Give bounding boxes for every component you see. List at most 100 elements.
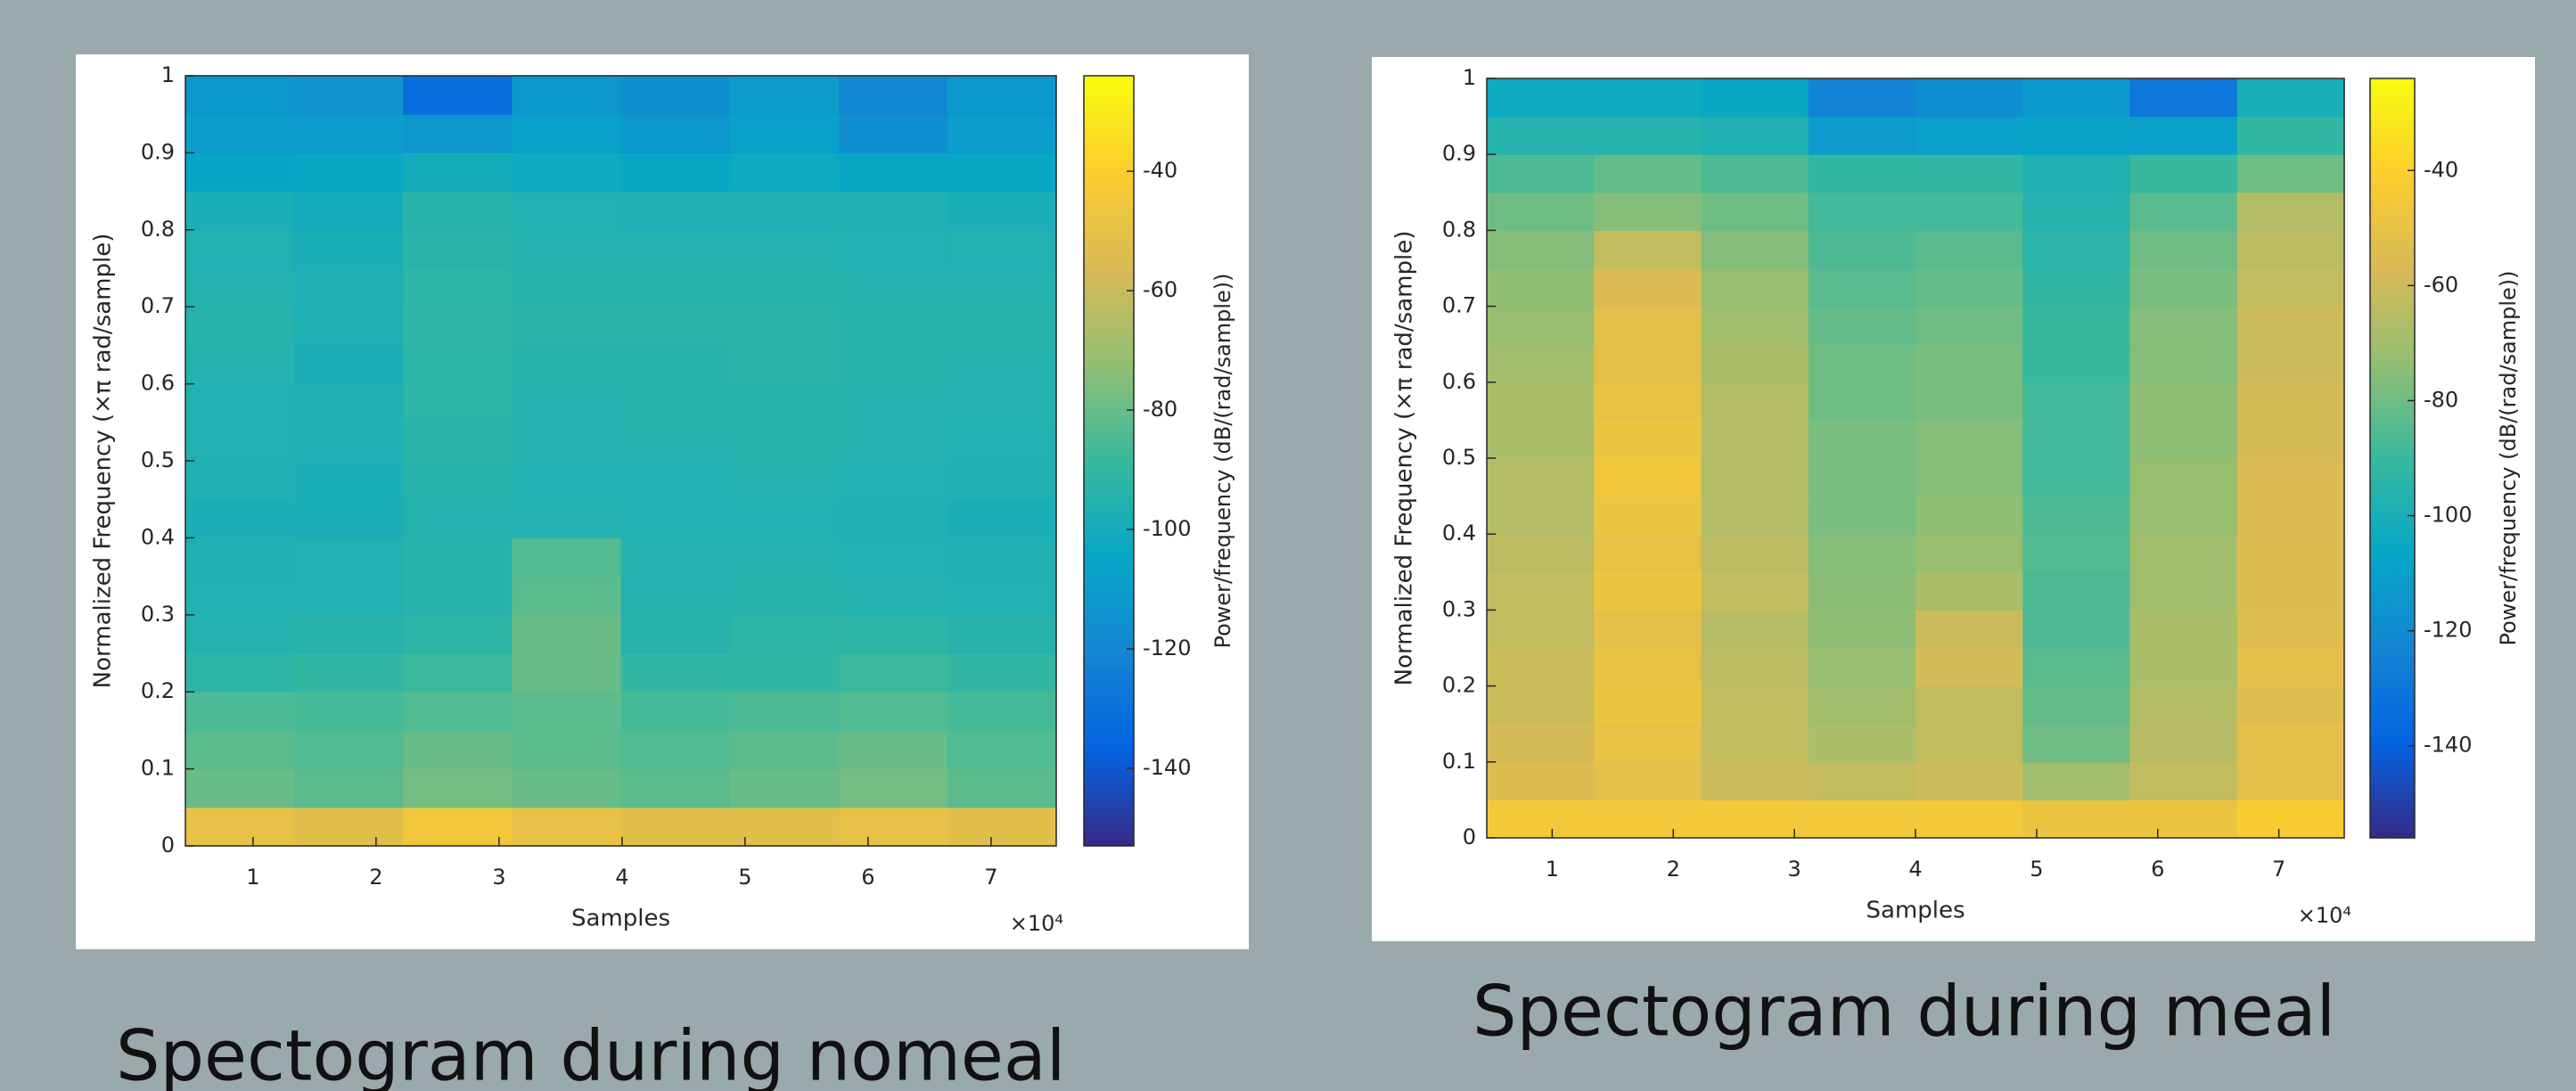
spectrogram-cell — [729, 692, 840, 731]
spectrogram-cell — [403, 461, 513, 500]
spectrogram-cell — [838, 191, 948, 231]
spectrogram-cell — [294, 345, 404, 385]
spectrogram-cell — [2236, 496, 2345, 535]
y-tick-label: 0.2 — [141, 678, 175, 703]
spectrogram-cell — [1916, 420, 2023, 459]
spectrogram-cell — [620, 768, 731, 808]
spectrogram-cell — [1701, 230, 1809, 269]
caption: Spectogram during meal — [1473, 972, 2335, 1052]
spectrogram-cell — [512, 76, 622, 115]
spectrogram-cell — [2236, 610, 2345, 649]
spectrogram-cell — [1916, 496, 2023, 535]
y-tick-label: 0 — [1463, 824, 1476, 849]
spectrogram-cell — [1808, 800, 1916, 839]
spectrogram-cell — [185, 422, 295, 462]
spectrogram-cell — [512, 345, 622, 385]
spectrogram-cell — [729, 76, 840, 115]
spectrogram-cell — [729, 383, 840, 423]
spectrogram-cell — [2129, 381, 2238, 421]
colorbar-tick-label: -60 — [1143, 277, 1177, 302]
spectrogram-cell — [838, 422, 948, 462]
spectrogram-cell — [294, 152, 404, 193]
spectrogram-cell — [1916, 192, 2023, 231]
spectrogram-cell — [1916, 610, 2023, 649]
caption: Spectogram during nomeal — [116, 1016, 1065, 1091]
spectrogram-cell — [1916, 230, 2023, 269]
spectrogram-cell — [403, 268, 513, 308]
spectrogram-cell — [1808, 154, 1916, 193]
spectrogram-cell — [947, 422, 1057, 462]
spectrogram-cell — [512, 268, 622, 308]
spectrogram-cell — [1594, 800, 1702, 839]
spectrogram-cell — [185, 345, 295, 385]
spectrogram-cell — [185, 383, 295, 423]
spectrogram-cell — [2236, 154, 2345, 193]
spectrogram-cell — [403, 422, 513, 462]
spectrogram-cell — [1916, 306, 2023, 345]
spectrogram-cell — [947, 461, 1057, 500]
spectrogram-cell — [2236, 381, 2345, 421]
spectrogram-cell — [2129, 154, 2238, 193]
spectrogram-cell — [1487, 724, 1595, 763]
spectrogram-cell — [1487, 230, 1595, 269]
spectrogram-cell — [1701, 420, 1809, 459]
y-tick-label: 0.8 — [1442, 217, 1476, 242]
spectrogram-cell — [294, 191, 404, 231]
spectrogram-cell — [1808, 268, 1916, 308]
spectrogram-cell — [729, 576, 840, 616]
spectrogram-cell — [1916, 344, 2023, 383]
spectrogram-cell — [294, 730, 404, 770]
spectrogram-cell — [1701, 610, 1809, 649]
x-tick-label: 7 — [2272, 857, 2285, 882]
spectrogram-cell — [512, 807, 622, 847]
spectrogram-cell — [1808, 534, 1916, 573]
spectrogram-cell — [2022, 268, 2131, 308]
spectrogram-cell — [1701, 192, 1809, 231]
spectrogram-cell — [1701, 268, 1809, 308]
y-tick-label: 0.6 — [1442, 369, 1476, 394]
spectrogram-cell — [185, 191, 295, 231]
spectrogram-cell — [1916, 724, 2023, 763]
spectrogram-cell — [2236, 458, 2345, 497]
spectrogram-cell — [620, 114, 731, 153]
x-tick-label: 6 — [2151, 857, 2164, 882]
y-tick-label: 0.4 — [1442, 521, 1476, 546]
y-tick-label: 0.9 — [141, 139, 175, 164]
spectrogram-cell — [2236, 268, 2345, 308]
spectrogram-cell — [403, 537, 513, 578]
spectrogram-cell — [1487, 381, 1595, 421]
spectrogram-cell — [947, 229, 1057, 269]
y-tick-label: 0.9 — [1442, 141, 1476, 166]
spectrogram-cell — [185, 229, 295, 269]
spectrogram-cell — [947, 345, 1057, 385]
x-tick-label: 1 — [1546, 857, 1559, 882]
spectrogram-cell — [2022, 800, 2131, 839]
spectrogram-cell — [947, 730, 1057, 770]
spectrogram-cell — [1594, 268, 1702, 308]
x-tick-label: 4 — [1908, 857, 1922, 882]
spectrogram-cell — [620, 383, 731, 423]
spectrogram-cell — [294, 537, 404, 578]
spectrogram-cell — [947, 614, 1057, 654]
spectrogram-cell — [1808, 610, 1916, 649]
spectrogram-cell — [1487, 534, 1595, 573]
spectrogram-cell — [729, 229, 840, 269]
spectrogram-cell — [403, 692, 513, 731]
spectrogram-cell — [1594, 381, 1702, 421]
spectrogram-cell — [2022, 648, 2131, 687]
spectrogram-cell — [729, 614, 840, 654]
spectrogram-cell — [403, 345, 513, 385]
y-tick-label: 0.8 — [141, 217, 175, 242]
spectrogram-cell — [1487, 496, 1595, 535]
spectrogram-cell — [1701, 458, 1809, 497]
spectrogram-cell — [620, 730, 731, 770]
spectrogram-cell — [294, 768, 404, 808]
spectrogram-cell — [1594, 458, 1702, 497]
spectrogram-cell — [403, 653, 513, 693]
x-multiplier: ×10⁴ — [2298, 903, 2351, 928]
spectrogram-cell — [2022, 192, 2131, 231]
spectrogram-cell — [512, 614, 622, 654]
spectrogram-cell — [2022, 306, 2131, 345]
spectrogram — [185, 76, 1057, 847]
spectrogram-cell — [2236, 761, 2345, 800]
